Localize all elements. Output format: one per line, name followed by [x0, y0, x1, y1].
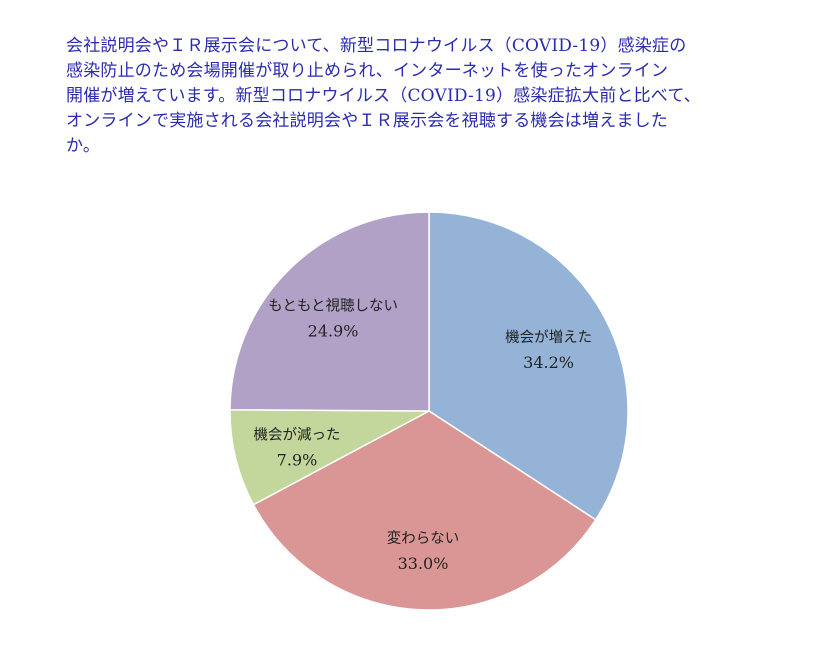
question-line-4: オンラインで実施される会社説明会やＩＲ展示会を視聴する機会は増えました	[66, 111, 668, 131]
pie-slice-2	[252, 410, 597, 611]
question-line-1: 会社説明会やＩＲ展示会について、新型コロナウイルス（COVID-19）感染症の	[66, 36, 687, 56]
pie-slice-value-2: 33.0%	[398, 554, 449, 573]
survey-question: 会社説明会やＩＲ展示会について、新型コロナウイルス（COVID-19）感染症の …	[66, 34, 786, 159]
pie-slice-label-1: 機会が増えた	[505, 329, 592, 346]
question-line-3: 開催が増えています。新型コロナウイルス（COVID-19）感染症拡大前と比べて、	[66, 86, 701, 106]
pie-slice-4	[229, 211, 430, 412]
pie-slice-3	[229, 408, 430, 506]
question-line-2: 感染防止のため会場開催が取り止められ、インターネットを使ったオンライン	[66, 61, 669, 81]
pie-slice-value-4: 24.9%	[308, 322, 359, 341]
pie-slice-label-4: もともと視聴しない	[268, 298, 398, 315]
pie-slice-label-2: 変わらない	[387, 530, 460, 547]
pie-slices	[229, 211, 629, 611]
pie-slice-value-3: 7.9%	[277, 451, 318, 470]
question-line-5: か。	[66, 136, 101, 156]
pie-labels: 機会が増えた 34.2% 変わらない 33.0% 機会が減った 7.9% もともと視聴しない…	[254, 298, 593, 573]
pie-slice-value-1: 34.2%	[523, 353, 574, 372]
pie-slice-label-3: 機会が減った	[254, 427, 341, 444]
